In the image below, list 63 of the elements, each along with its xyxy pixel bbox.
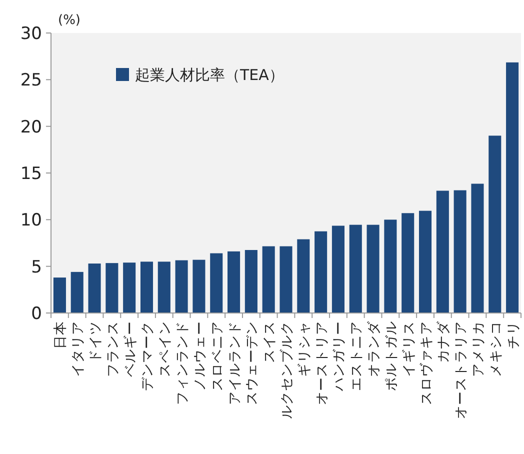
- x-tick-label: チリ: [505, 321, 522, 349]
- x-tick-label: イタリア: [70, 321, 86, 377]
- x-tick-label: アイルランド: [226, 321, 243, 405]
- x-tick-label: アメリカ: [470, 321, 486, 377]
- y-tick-label: 15: [20, 164, 42, 184]
- bar: [228, 251, 240, 313]
- bar: [402, 213, 414, 313]
- bar: [140, 262, 154, 313]
- bar: [192, 260, 206, 313]
- x-tick-label: ギリシャ: [296, 321, 312, 377]
- bar: [210, 253, 223, 313]
- y-tick-label: 5: [31, 257, 42, 278]
- x-tick-label: スウェーデン: [244, 321, 260, 405]
- bar: [314, 231, 328, 313]
- bar: [506, 62, 519, 313]
- x-tick-label: オーストラリア: [453, 321, 470, 419]
- y-tick-label: 20: [20, 117, 42, 138]
- x-tick-label: デンマーク: [140, 321, 156, 391]
- x-tick-label: ドイツ: [88, 321, 104, 363]
- bar: [70, 272, 84, 313]
- x-tick-label: エストニア: [348, 321, 365, 391]
- bar: [106, 263, 118, 313]
- x-tick-label: フィンランド: [174, 321, 191, 405]
- x-tick-label: ルクセンブルク: [279, 321, 295, 419]
- bar: [436, 190, 449, 313]
- bar: [158, 262, 170, 313]
- x-tick-label: スイス: [262, 321, 278, 363]
- x-tick-label: ベルギー: [122, 321, 138, 377]
- bar: [262, 246, 275, 313]
- bar: [123, 262, 136, 313]
- y-tick-label: 25: [20, 70, 42, 91]
- bar: [297, 239, 310, 313]
- x-tick-label: スロベニア: [209, 321, 226, 391]
- bar: [88, 264, 101, 313]
- bar: [366, 224, 380, 313]
- x-tick-label: オーストリア: [314, 321, 330, 405]
- legend-label: 起業人材比率（TEA）: [135, 66, 284, 84]
- bar: [488, 136, 502, 313]
- bar: [244, 250, 258, 313]
- x-tick-label: カナダ: [436, 320, 452, 363]
- bar: [280, 246, 292, 313]
- x-tick-label: 日本: [52, 321, 69, 349]
- x-tick-label: ポルトガル: [383, 321, 400, 391]
- y-axis-title: (%): [58, 13, 80, 28]
- bar: [384, 220, 397, 313]
- x-tick-label: スロヴァキア: [418, 321, 434, 405]
- y-tick-label: 30: [20, 24, 42, 44]
- bar: [471, 184, 484, 313]
- bar: [454, 190, 466, 313]
- x-tick-label: メキシコ: [488, 321, 504, 377]
- bar: [175, 260, 188, 313]
- bar: [418, 210, 432, 313]
- x-tick-label: フランス: [104, 321, 121, 377]
- y-tick-label: 10: [20, 210, 42, 231]
- x-tick-label: オランダ: [366, 320, 382, 377]
- x-tick-label: スペイン: [157, 321, 174, 377]
- x-tick-label: ノルウェー: [192, 321, 208, 391]
- bar: [53, 278, 66, 313]
- x-tick-label: イギリス: [400, 321, 417, 377]
- bar: [332, 226, 344, 313]
- x-tick-label: ハンガリー: [331, 321, 348, 392]
- y-tick-label: 0: [31, 304, 42, 324]
- bar: [349, 224, 362, 313]
